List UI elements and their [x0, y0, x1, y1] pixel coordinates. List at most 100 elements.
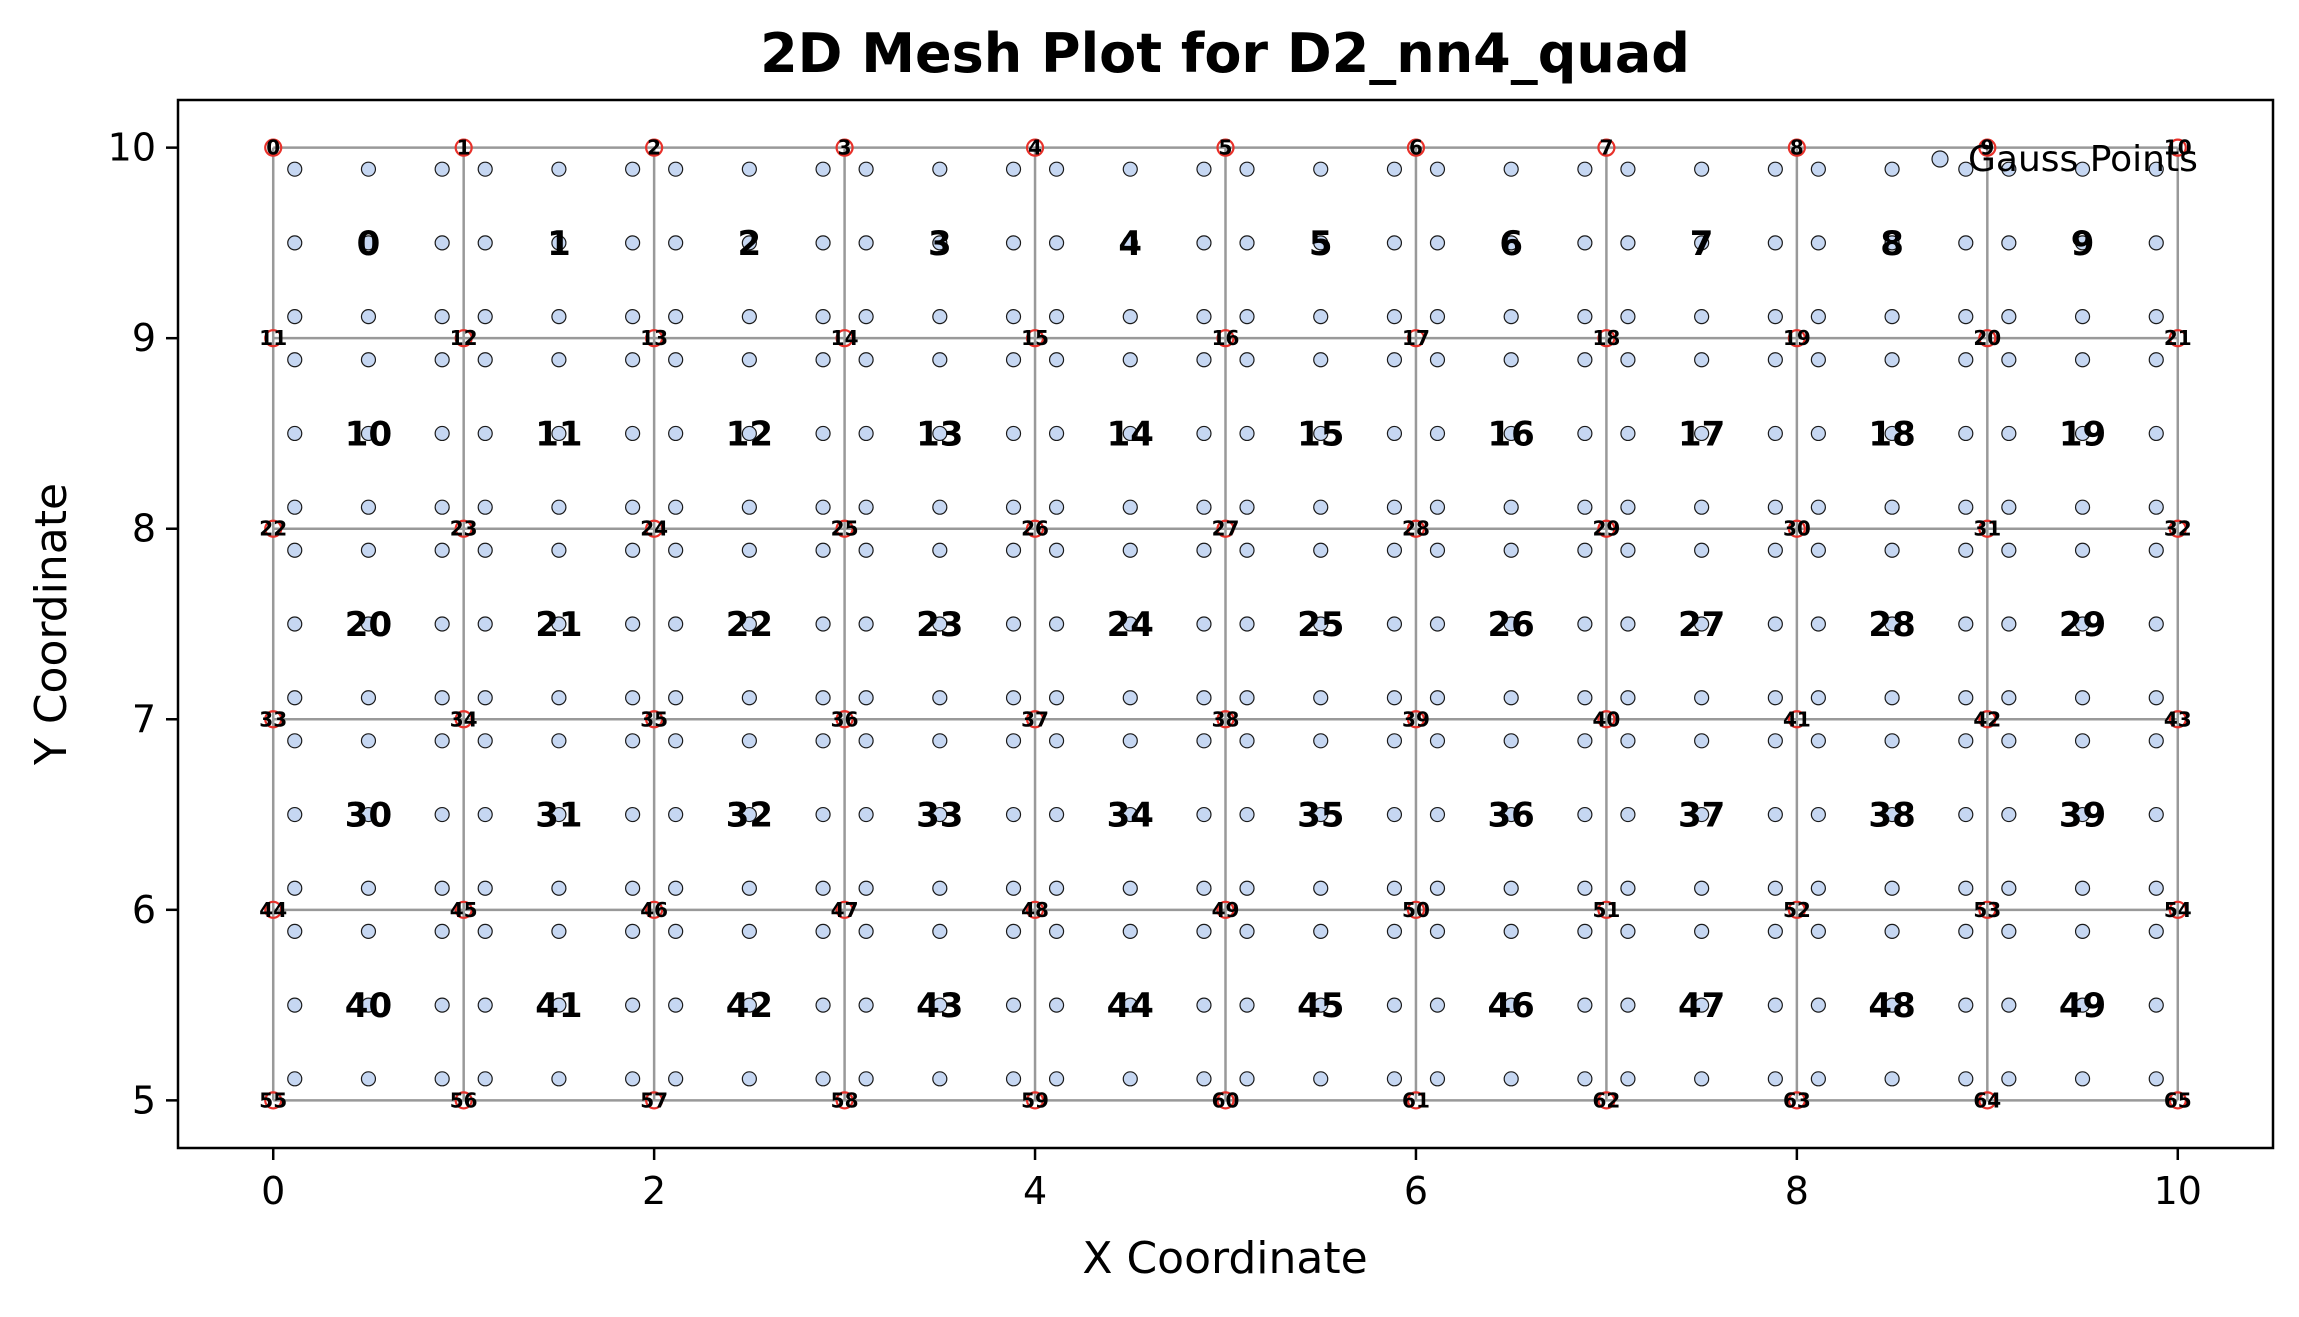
gauss-point [360, 309, 377, 325]
gauss-point [360, 997, 377, 1013]
gauss-point [1884, 235, 1900, 251]
gauss-point [2148, 806, 2164, 823]
gauss-point [551, 542, 567, 558]
gauss-point [1196, 161, 1212, 177]
gauss-point [1122, 542, 1138, 558]
gauss-point [932, 235, 948, 251]
gauss-point [625, 352, 641, 368]
gauss-point [625, 309, 641, 325]
gauss-point [1005, 806, 1022, 823]
gauss-point [2001, 616, 2017, 632]
gauss-point [1767, 923, 1783, 939]
gauss-point [625, 542, 641, 558]
node-label: 55 [259, 1088, 287, 1112]
gauss-point [932, 616, 948, 632]
element-label: 45 [1297, 986, 1344, 1026]
gauss-point [1577, 1071, 1593, 1087]
gauss-point [1048, 542, 1065, 558]
gauss-point [1810, 542, 1826, 558]
node-marker [1978, 138, 1997, 157]
gauss-point [668, 235, 684, 251]
gauss-point [1577, 309, 1593, 325]
gauss-point [1122, 425, 1138, 442]
gauss-point [1810, 880, 1826, 896]
gauss-point [1048, 806, 1065, 823]
gauss-point [1196, 235, 1212, 251]
gauss-point [1313, 616, 1329, 632]
gauss-point [1767, 235, 1783, 251]
node-label: 62 [1592, 1088, 1620, 1112]
gauss-point [1386, 690, 1403, 706]
node-marker [264, 710, 283, 729]
node-marker [454, 138, 473, 157]
element-label: 37 [1678, 796, 1725, 836]
node-marker [1787, 900, 1806, 919]
node-marker [264, 1091, 283, 1110]
gauss-point [2074, 733, 2091, 749]
gauss-point [1429, 542, 1446, 558]
gauss-point [477, 923, 493, 939]
gauss-point [1767, 1071, 1783, 1087]
gauss-point [1429, 616, 1446, 632]
gauss-point [1503, 806, 1519, 823]
gauss-point [551, 425, 567, 442]
gauss-point [1694, 616, 1710, 632]
gauss-point [287, 352, 303, 368]
element-label: 35 [1297, 796, 1344, 836]
gauss-point [1620, 235, 1636, 251]
gauss-point [668, 616, 684, 632]
gauss-point [2001, 309, 2017, 325]
gauss-point [1620, 616, 1636, 632]
gauss-point [2074, 542, 2091, 558]
gauss-point [1386, 425, 1403, 442]
node-label: 36 [831, 707, 859, 731]
gauss-point [2074, 997, 2091, 1013]
legend: Gauss Points [1931, 139, 2198, 180]
node-label: 18 [1592, 326, 1620, 350]
node-label: 32 [2164, 517, 2192, 541]
node-label: 47 [831, 898, 859, 922]
gauss-point [625, 733, 641, 749]
gauss-point [741, 235, 757, 251]
gauss-point [434, 161, 450, 177]
gauss-point [1503, 997, 1519, 1013]
gauss-point [1958, 309, 1974, 325]
gauss-point [2148, 616, 2164, 632]
gauss-point [1503, 235, 1519, 251]
gauss-point [1122, 923, 1138, 939]
gauss-point [741, 733, 757, 749]
gauss-point [2001, 923, 2017, 939]
node-label: 34 [450, 707, 478, 731]
gauss-point [1694, 806, 1710, 823]
gauss-point [2148, 542, 2164, 558]
node-marker [264, 138, 283, 157]
element-label: 41 [535, 986, 582, 1026]
gauss-point [1767, 161, 1783, 177]
gauss-point [1196, 616, 1212, 632]
gauss-point [477, 425, 493, 442]
gauss-point [2148, 1071, 2164, 1087]
gauss-point [551, 235, 567, 251]
node-label: 65 [2164, 1088, 2192, 1112]
mesh-lines-layer [271, 146, 2180, 1102]
gauss-point [1958, 161, 1974, 177]
gauss-point [434, 352, 450, 368]
gauss-point [815, 733, 831, 749]
gauss-points-layer [287, 161, 2164, 1087]
element-label: 27 [1678, 605, 1725, 645]
element-label: 22 [726, 605, 773, 645]
node-label: 56 [450, 1088, 478, 1112]
gauss-point [1005, 235, 1022, 251]
node-label: 7 [1599, 136, 1613, 160]
gauss-point [2001, 997, 2017, 1013]
node-label: 15 [1021, 326, 1049, 350]
gauss-point [434, 997, 450, 1013]
gauss-point [360, 235, 377, 251]
node-label: 11 [259, 326, 287, 350]
gauss-point [815, 425, 831, 442]
gauss-point [1005, 880, 1022, 896]
element-label: 18 [1868, 414, 1915, 454]
gauss-point [1503, 616, 1519, 632]
gauss-point [2148, 161, 2164, 177]
